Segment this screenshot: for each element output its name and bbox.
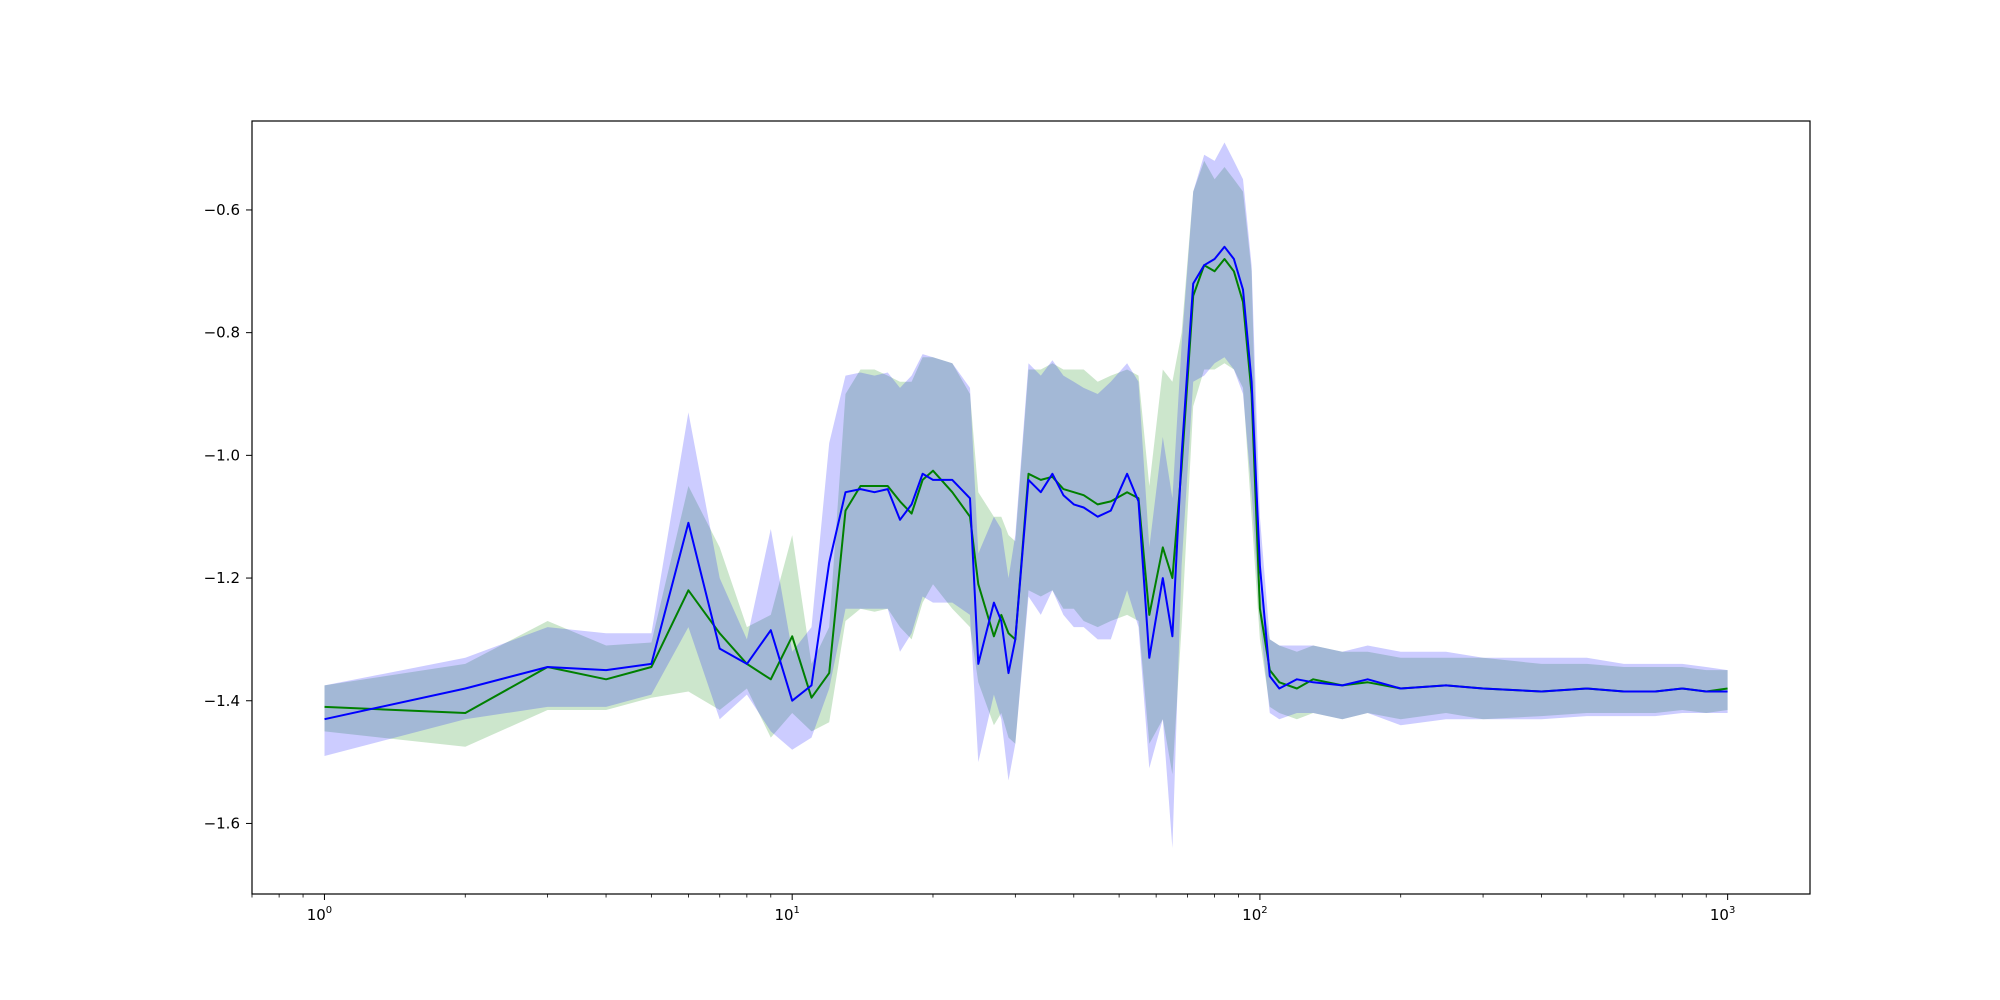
y-tick-label: −0.8 [204, 324, 240, 342]
x-axis: 100 101 102 103 [251, 894, 1735, 924]
y-tick-label: −1.6 [204, 814, 240, 832]
x-tick-label: 100 [307, 905, 332, 924]
y-tick-label: −1.2 [204, 569, 240, 587]
x-tick-label: 102 [1242, 905, 1267, 924]
series-line-1 [324, 245, 1728, 721]
y-tick-label: −1.4 [204, 692, 240, 710]
y-tick-label: −1.0 [204, 446, 240, 464]
y-tick-label: −0.6 [204, 201, 240, 219]
x-tick-label: 101 [774, 905, 799, 924]
series-lines [324, 245, 1728, 721]
x-tick-label: 103 [1710, 905, 1735, 924]
y-axis: −0.6 −0.8 −1.0 −1.2 −1.4 −1.6 [204, 201, 252, 832]
plot-frame [251, 120, 1811, 895]
band-0 [324, 160, 1728, 775]
